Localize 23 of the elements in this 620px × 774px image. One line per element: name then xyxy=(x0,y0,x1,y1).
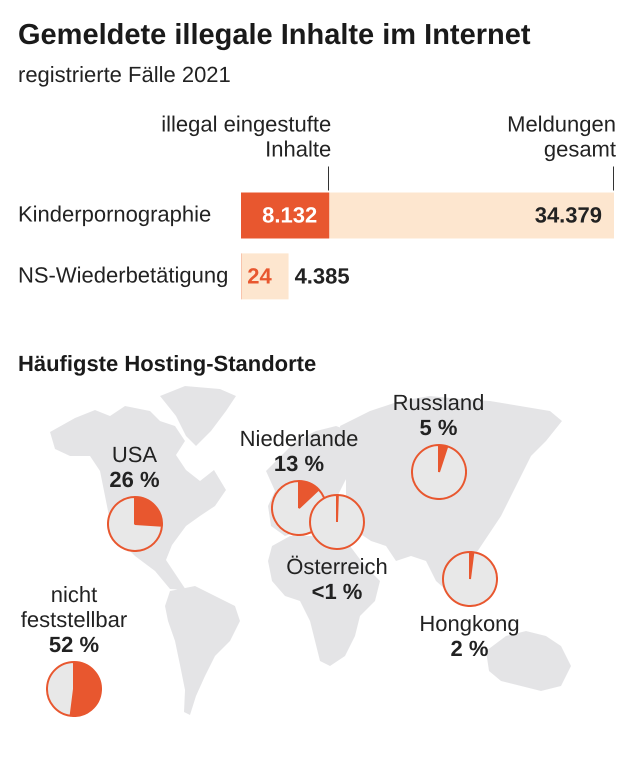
text: <1 % xyxy=(310,579,364,604)
data-label: 52 % xyxy=(48,632,100,657)
total-label: 4.385 xyxy=(294,263,350,288)
text: Häufigste Hosting-Standorte xyxy=(18,350,316,377)
chart-title: Gemeldete illegale Inhalte im Internet xyxy=(18,18,530,52)
chart-title: Niederlande xyxy=(238,426,360,451)
series-label: illegal eingestufte Inhalte xyxy=(161,111,332,162)
data-label: 13 % xyxy=(272,451,326,476)
data-label: 24 xyxy=(247,263,272,288)
chart-title: USA xyxy=(110,442,158,467)
y-tick-label: Kinderpornographie xyxy=(18,202,212,227)
y-tick-label: NS-Wiederbetätigung xyxy=(18,262,228,288)
text: Österreich xyxy=(285,554,389,579)
text: 2 % xyxy=(450,636,488,660)
data-label: 8.132 xyxy=(262,202,318,228)
chart-title: Russland xyxy=(392,390,486,415)
text: Hongkong xyxy=(418,610,521,636)
total-label: 34.379 xyxy=(534,202,602,228)
annotation: Meldungen gesamt xyxy=(507,111,616,162)
data-label: 26 % xyxy=(108,467,161,492)
chart-subtitle: registrierte Fälle 2021 xyxy=(18,62,231,88)
data-label: 5 % xyxy=(418,415,458,440)
chart-title: nicht feststellbar xyxy=(20,582,128,632)
